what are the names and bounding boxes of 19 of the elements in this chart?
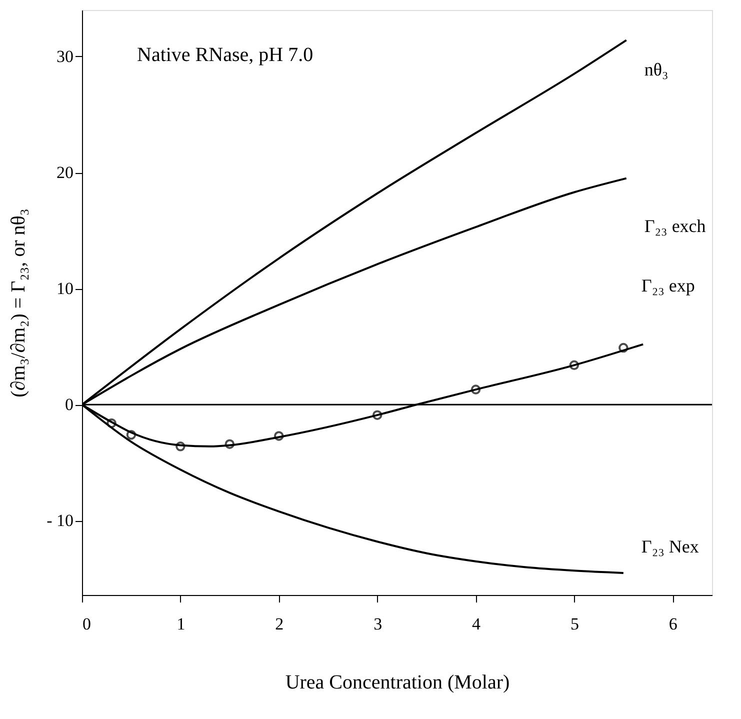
x-tick-label: 5 (570, 614, 579, 634)
x-tick-label: 1 (176, 614, 186, 634)
y-tick-label: 20 (56, 163, 74, 182)
x-tick-label: 2 (275, 614, 284, 634)
text: Γ₂₃ exp (641, 275, 695, 296)
annotation: Native RNase, pH 7.0 (137, 44, 314, 66)
x-axis-title: Urea Concentration (Molar) (285, 672, 510, 694)
x-tick-label: 4 (472, 614, 481, 634)
text: Γ₂₃ exch (644, 216, 706, 236)
x-tick-label: 3 (374, 614, 382, 634)
y-axis-title: (∂m₃/∂m₂) = Γ₂₃, or nθ₃ (8, 208, 30, 398)
y-tick-label: 10 (56, 279, 74, 298)
series-label: nθ₃ (644, 59, 668, 80)
y-tick-label: 30 (56, 46, 74, 66)
x-tick-label: 6 (668, 614, 678, 634)
y-tick-label: - 10 (46, 511, 74, 530)
x-tick-label: 0 (82, 614, 91, 634)
y-tick-label: 0 (65, 395, 74, 414)
series-label: Γ₂₃ Nex (641, 536, 699, 556)
